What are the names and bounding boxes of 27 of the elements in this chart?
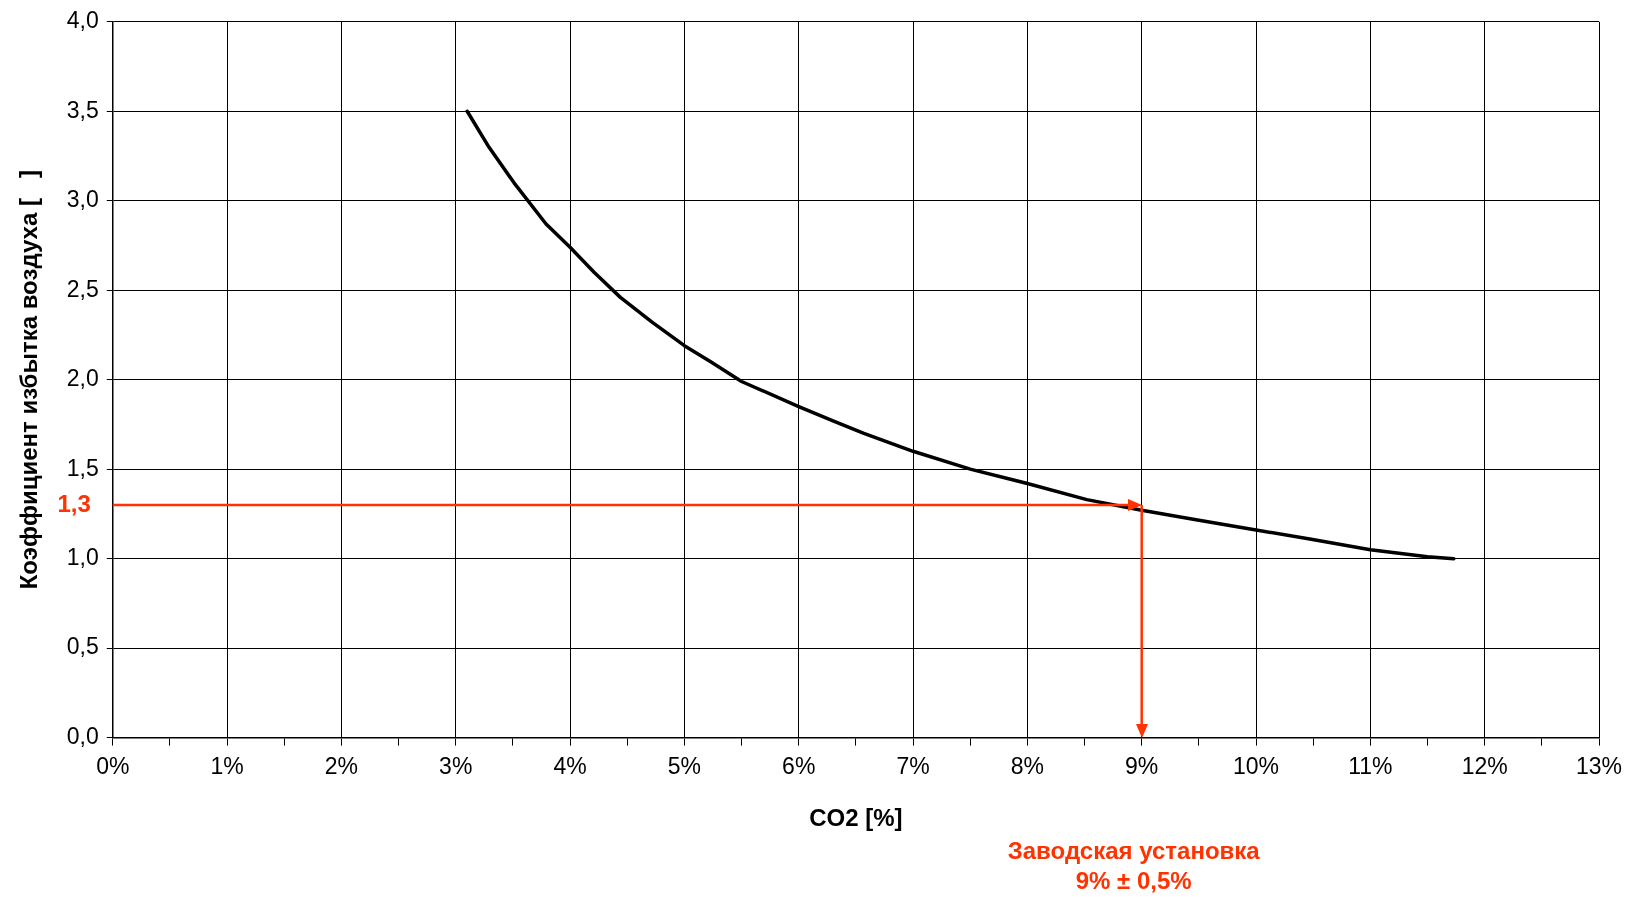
y-tick-label: 1,5 xyxy=(66,454,99,481)
x-axis-title: CO2 [%] xyxy=(809,804,903,832)
x-tick-label: 3% xyxy=(439,752,473,779)
x-tick-label: 1% xyxy=(210,752,244,779)
y-tick-label: 4,0 xyxy=(66,7,99,34)
x-tick-label: 11% xyxy=(1348,752,1393,779)
x-tick-label: 4% xyxy=(553,752,587,779)
y-tick-label: 3,0 xyxy=(66,186,99,213)
ref-line-label: Заводская установка 9% ± 0,5% xyxy=(1007,836,1261,894)
x-tick-label: 13% xyxy=(1575,752,1623,779)
y-tick-label: 2,0 xyxy=(66,365,99,392)
x-tick-label: 9% xyxy=(1125,752,1159,779)
ref-line-label: 1,3 xyxy=(57,489,91,517)
y-tick-label: 1,0 xyxy=(66,543,99,570)
x-tick-label: 0% xyxy=(96,752,130,779)
x-tick-label: 12% xyxy=(1461,752,1508,779)
y-axis-title: Коэффициент избытка воздуха [ ] xyxy=(15,170,43,590)
y-tick-label: 3,5 xyxy=(66,96,99,123)
y-tick-label: 0,5 xyxy=(66,633,99,660)
x-tick-label: 5% xyxy=(667,752,702,779)
y-tick-label: 0,0 xyxy=(66,722,99,749)
y-tick-label: 2,5 xyxy=(66,275,99,302)
x-tick-label: 2% xyxy=(324,752,359,779)
x-tick-label: 10% xyxy=(1233,752,1280,779)
x-tick-label: 7% xyxy=(896,752,930,779)
x-tick-label: 6% xyxy=(782,752,816,779)
x-tick-label: 8% xyxy=(1010,752,1044,779)
